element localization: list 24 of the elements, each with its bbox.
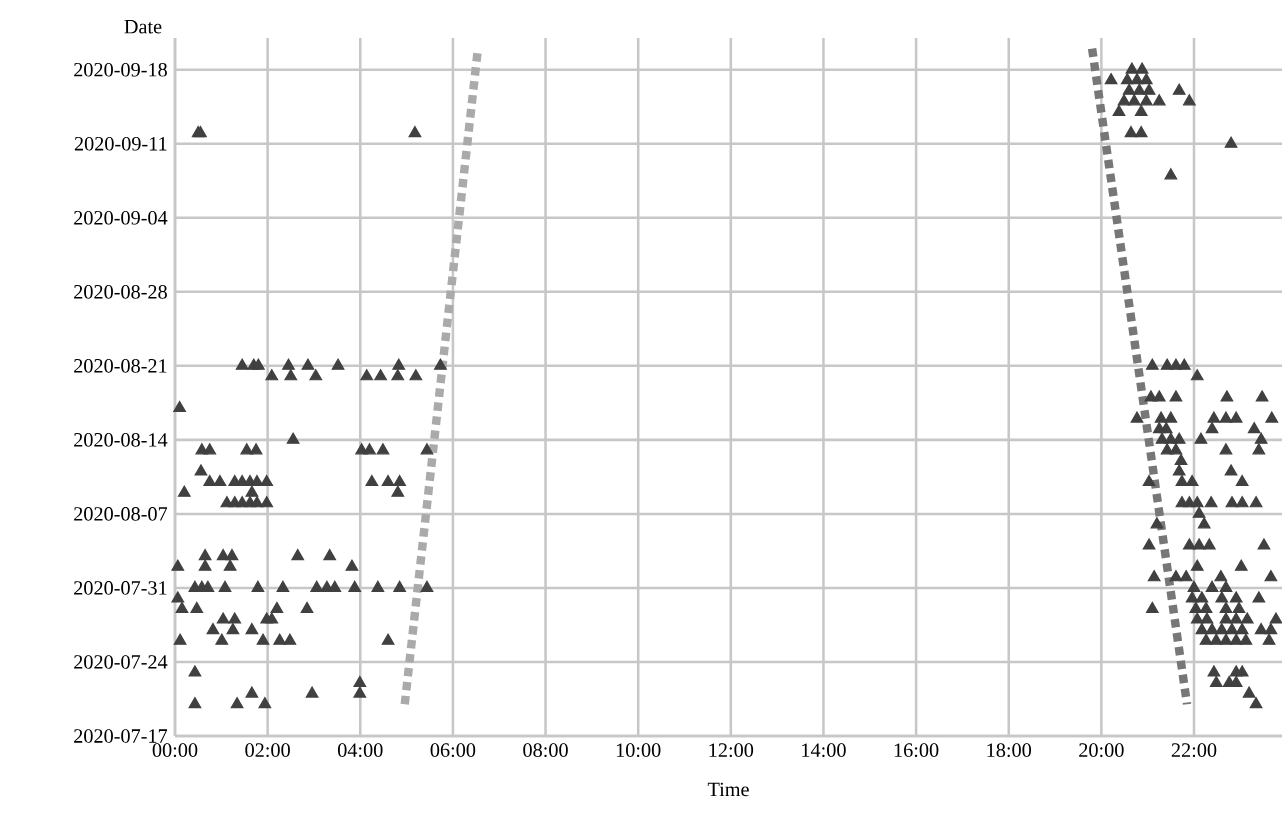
x-tick-label: 04:00 (337, 743, 383, 758)
y-tick-label: 2020-08-21 (74, 359, 167, 373)
x-tick-label: 08:00 (523, 743, 568, 758)
y-tick-label: 2020-09-04 (74, 210, 168, 225)
x-tick-label: 14:00 (802, 743, 846, 758)
x-tick-label: 20:00 (1079, 743, 1124, 758)
y-tick-label: 2020-07-31 (74, 581, 167, 595)
y-tick-label: 2020-08-14 (74, 433, 168, 447)
x-tick-label: 16:00 (894, 743, 939, 758)
y-tick-label: 2020-07-17 (74, 729, 168, 743)
x-tick-label: 22:00 (1171, 743, 1217, 758)
y-tick-label: 2020-09-11 (74, 136, 167, 151)
x-tick-label: 00:00 (152, 743, 198, 758)
y-tick-label: 2020-08-07 (74, 507, 168, 521)
x-tick-label: 02:00 (245, 743, 290, 758)
y-axis-title: Date (124, 20, 162, 34)
y-tick-label: 2020-09-18 (74, 62, 167, 77)
y-tick-label: 2020-07-24 (74, 655, 168, 669)
x-tick-label: 18:00 (987, 743, 1032, 758)
x-tick-label: 12:00 (709, 743, 754, 758)
x-tick-label: 06:00 (430, 743, 476, 758)
x-tick-label: 10:00 (616, 743, 661, 758)
x-axis-title: Time (707, 782, 749, 797)
y-tick-label: 2020-08-28 (74, 285, 167, 299)
